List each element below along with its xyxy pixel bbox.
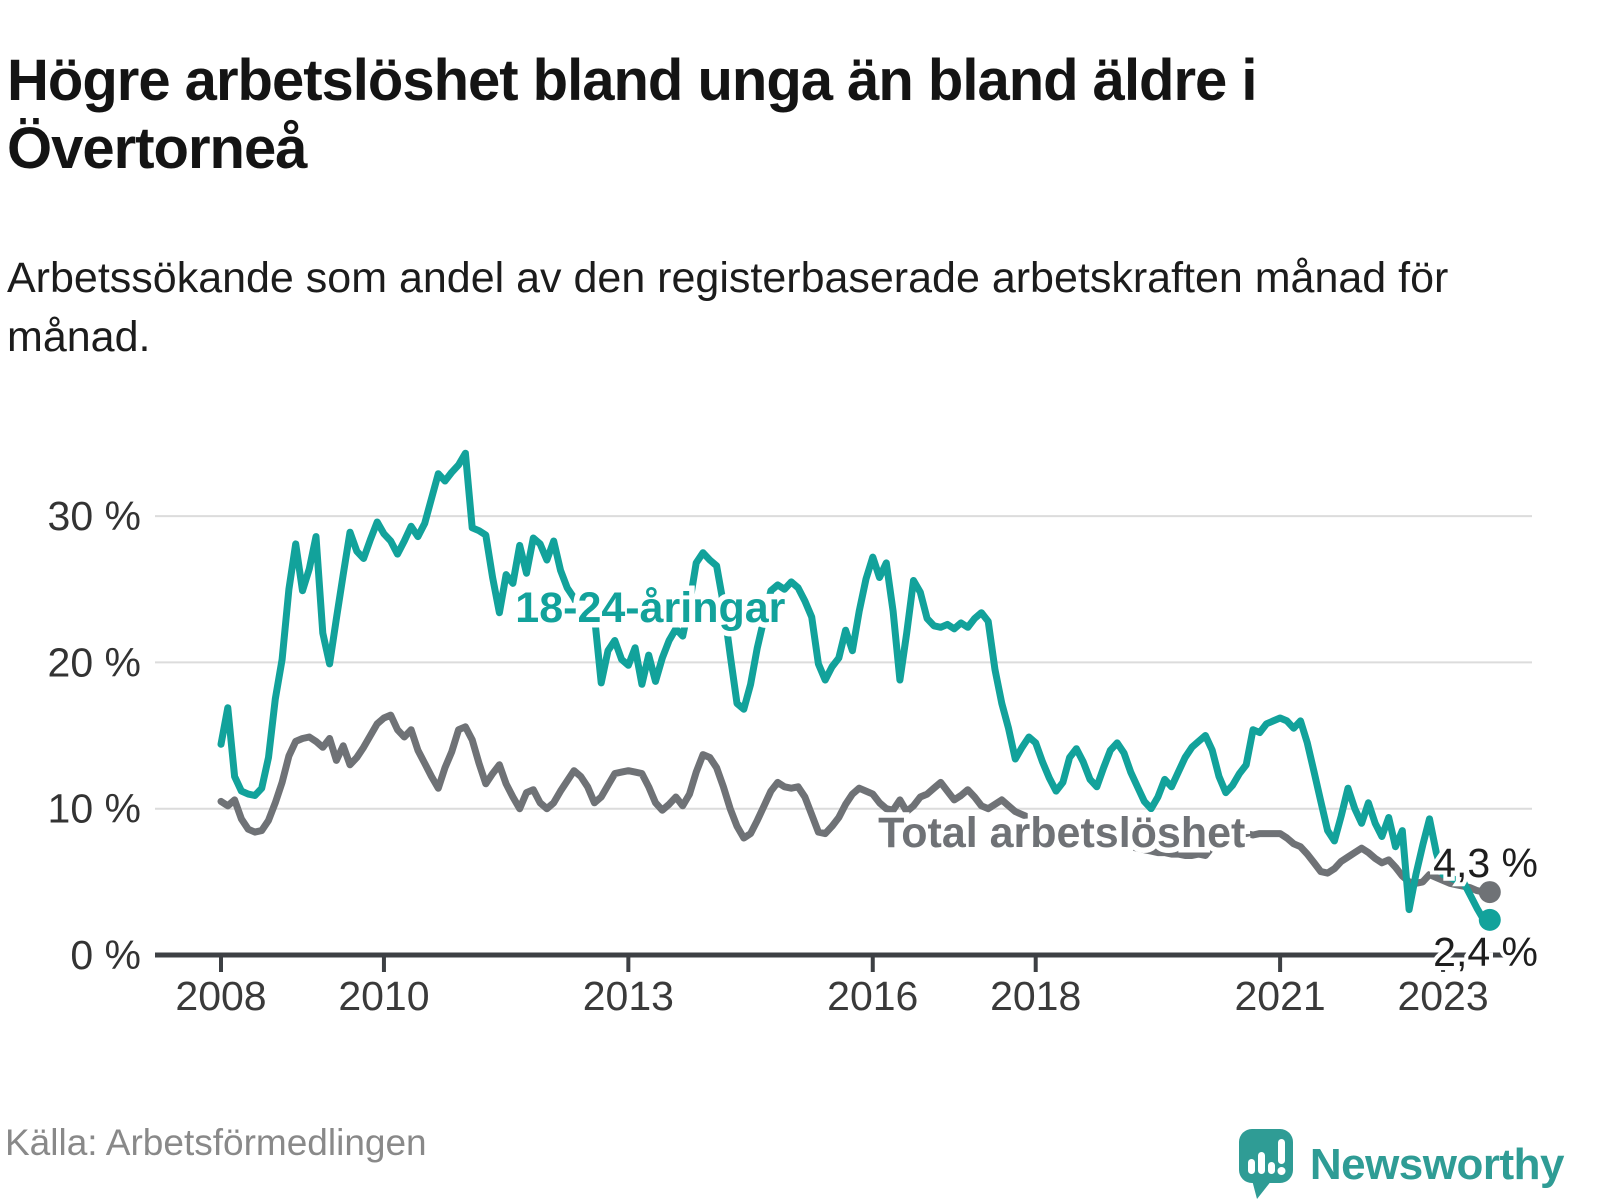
series-line-youth bbox=[217, 449, 1488, 924]
y-axis-tick-label: 20 % bbox=[48, 639, 141, 685]
x-axis-tick-label: 2013 bbox=[583, 973, 674, 1019]
brand-logo: Newsworthy bbox=[1238, 1128, 1565, 1202]
x-axis-tick-label: 2016 bbox=[827, 973, 918, 1019]
end-value-label-total: 4,3 % bbox=[1433, 840, 1538, 886]
brand-name: Newsworthy bbox=[1309, 1140, 1565, 1189]
x-axis-tick-label: 2021 bbox=[1235, 973, 1326, 1019]
newsworthy-speech-bubble-icon bbox=[1238, 1129, 1293, 1199]
page-title: Högre arbetslöshet bland unga än bland ä… bbox=[7, 47, 1258, 182]
source-credit: Källa: Arbetsförmedlingen bbox=[5, 1122, 427, 1163]
end-dot-total bbox=[1478, 881, 1501, 904]
x-axis-tick-label: 2023 bbox=[1397, 973, 1488, 1019]
series-line-total bbox=[217, 711, 1488, 896]
series-label-total: Total arbetslöshet bbox=[878, 809, 1245, 857]
x-axis-tick-label: 2010 bbox=[338, 973, 429, 1019]
series-label-youth: 18-24-åringar bbox=[515, 584, 785, 632]
end-dot-youth bbox=[1478, 908, 1501, 931]
end-value-label-youth: 2,4 % bbox=[1433, 929, 1538, 975]
chart-subtitle: Arbetssökande som andel av den registerb… bbox=[7, 254, 1449, 362]
y-axis-tick-label: 30 % bbox=[48, 493, 141, 539]
y-axis-tick-label: 10 % bbox=[48, 786, 141, 832]
y-axis-tick-label: 0 % bbox=[70, 932, 141, 978]
x-axis-tick-label: 2018 bbox=[990, 973, 1081, 1019]
x-axis-tick-label: 2008 bbox=[175, 973, 266, 1019]
